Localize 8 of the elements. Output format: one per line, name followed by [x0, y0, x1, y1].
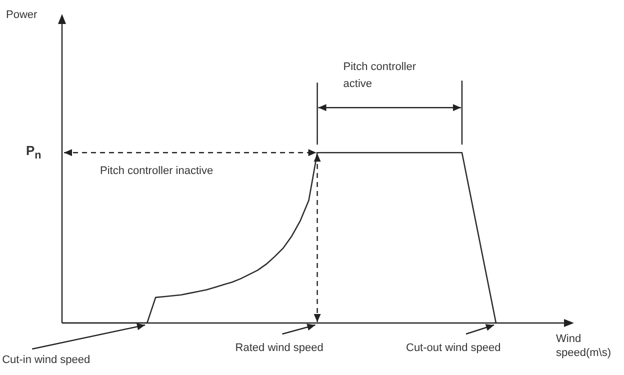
text: Cut-in wind speed [2, 353, 90, 367]
text: P$_{n}$ [26, 142, 42, 162]
annotation: Pitch controller inactive [100, 164, 214, 178]
text: Pitch controller active [343, 60, 418, 92]
text: Rated wind speed [235, 341, 324, 355]
text: Wind speed(m\s) [556, 332, 612, 360]
text: Power [6, 8, 38, 22]
text: Cut-out wind speed [406, 341, 501, 355]
